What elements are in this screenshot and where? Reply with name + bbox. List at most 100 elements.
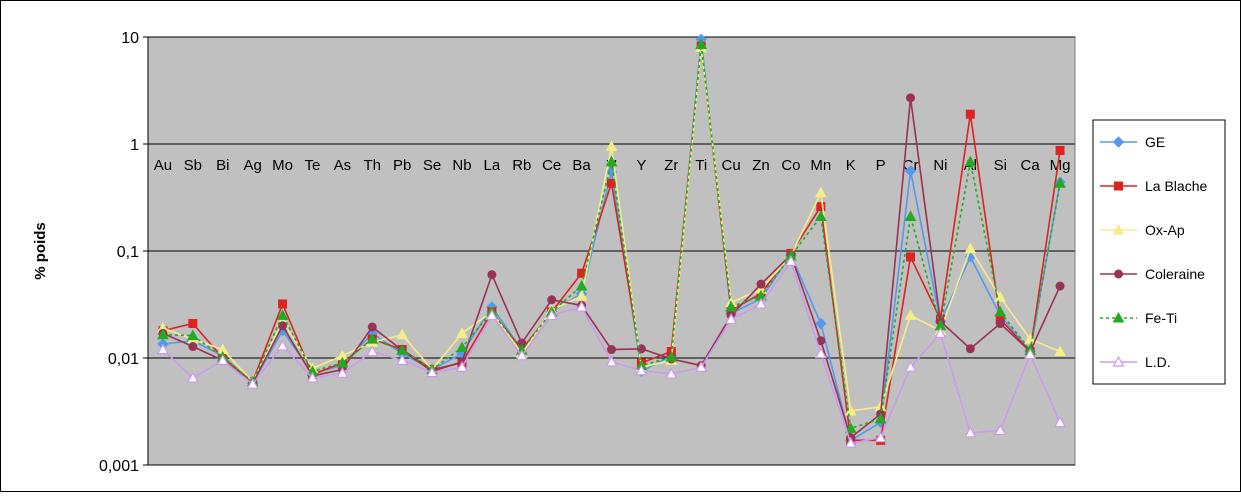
point-l-d-p <box>874 431 887 443</box>
point-coleraine-la <box>487 270 497 280</box>
ytick-label-2: 0,1 <box>117 244 139 261</box>
point-l-d-v <box>605 355 618 367</box>
category-label-rb: Rb <box>512 157 531 174</box>
point-l-d-mg <box>1054 416 1067 428</box>
point-coleraine-v <box>607 345 616 355</box>
point-coleraine-cr <box>906 93 916 103</box>
point-ox-ap-ba <box>575 289 588 301</box>
point-fe-ti-ti <box>695 38 708 50</box>
point-la-blache-al <box>965 109 975 119</box>
point-l-d-nb <box>455 360 469 372</box>
point-l-d-se <box>426 366 439 378</box>
point-ge-cr <box>904 165 917 177</box>
series-l-d <box>156 255 1067 448</box>
ytick-label-1: 1 <box>130 137 139 154</box>
category-label-zr: Zr <box>664 157 678 174</box>
point-ox-ap-al <box>964 242 977 254</box>
category-label-ce: Ce <box>542 157 561 174</box>
point-la-blache-cr <box>906 252 916 262</box>
category-label-ba: Ba <box>572 157 591 174</box>
point-l-d-sb <box>186 371 199 383</box>
point-l-d-ca <box>1024 348 1037 360</box>
point-la-blache-v <box>607 178 616 188</box>
category-label-mg: Mg <box>1050 157 1071 174</box>
legend-label-l-d: L.D. <box>1145 354 1171 370</box>
point-fe-ti-mn <box>814 210 827 222</box>
point-fe-ti-mg <box>1054 177 1066 188</box>
point-la-blache-mo <box>278 299 288 309</box>
point-l-d-ti <box>695 360 708 372</box>
category-label-mn: Mn <box>810 157 831 174</box>
point-coleraine-al <box>965 344 975 354</box>
category-label-pb: Pb <box>393 157 411 174</box>
legend-item-la-blache: La Blache <box>1100 178 1207 194</box>
point-l-d-bi <box>216 354 229 365</box>
category-label-mo: Mo <box>272 157 293 174</box>
category-label-k: K <box>846 157 856 174</box>
legend-box <box>1092 119 1226 385</box>
point-fe-ti-k <box>844 422 857 433</box>
point-coleraine-si <box>995 319 1005 329</box>
point-ox-ap-mn <box>814 186 827 198</box>
legend-marker-ge <box>1112 136 1125 148</box>
point-coleraine-ce <box>547 295 557 305</box>
point-l-d-ce <box>545 309 558 321</box>
point-fe-ti-zr <box>665 351 678 362</box>
category-label-y: Y <box>636 157 646 174</box>
point-fe-ti-si <box>994 305 1007 317</box>
y-axis-ticks: 10 1 0,1 0,01 0,001 <box>99 30 149 475</box>
point-ox-ap-nb <box>456 327 468 338</box>
category-label-ca: Ca <box>1021 157 1041 174</box>
category-label-ag: Ag <box>243 157 261 174</box>
category-label-th: Th <box>364 157 382 174</box>
category-label-au: Au <box>154 157 172 174</box>
category-label-sb: Sb <box>184 157 202 174</box>
legend-label-la-blache: La Blache <box>1145 178 1207 194</box>
category-label-te: Te <box>305 157 321 174</box>
point-l-d-k <box>844 436 857 448</box>
point-l-d-cu <box>725 313 738 324</box>
legend-item-l-d: L.D. <box>1100 354 1171 370</box>
category-label-as: As <box>334 157 352 174</box>
point-l-d-mo <box>276 339 289 351</box>
point-l-d-ni <box>934 327 947 338</box>
legend: GE La Blache Ox-Ap Coleraine Fe-Ti L.D. <box>1092 119 1226 385</box>
point-l-d-al <box>964 426 977 438</box>
point-coleraine-mo <box>278 321 288 331</box>
ytick-label-4: 0,001 <box>99 458 139 475</box>
category-label-se: Se <box>423 157 441 174</box>
point-fe-ti-al <box>964 155 977 167</box>
point-l-d-ag <box>246 377 259 389</box>
point-l-d-te <box>306 371 319 383</box>
legend-marker-coleraine <box>1114 269 1123 279</box>
point-fe-ti-mo <box>276 309 289 320</box>
legend-item-ge: GE <box>1100 134 1165 150</box>
point-l-d-ba <box>575 300 588 312</box>
point-l-d-zr <box>665 367 678 379</box>
point-fe-ti-as <box>336 356 349 368</box>
x-axis-category-labels: AuSbBiAgMoTeAsThPbSeNbLaRbCeBaVYZrTiCuZn… <box>154 157 1071 174</box>
point-fe-ti-cr <box>904 210 917 222</box>
category-label-nb: Nb <box>452 157 471 174</box>
point-coleraine-sb <box>188 342 198 352</box>
point-l-d-th <box>366 345 379 357</box>
point-coleraine-th <box>367 322 377 332</box>
category-label-zn: Zn <box>752 157 770 174</box>
legend-marker-la-blache <box>1114 181 1123 191</box>
category-label-ni: Ni <box>933 157 947 174</box>
legend-item-fe-ti: Fe-Ti <box>1100 310 1177 326</box>
point-fe-ti-th <box>366 333 379 344</box>
category-label-bi: Bi <box>216 157 229 174</box>
series-lines <box>156 33 1067 448</box>
point-fe-ti-ba <box>575 280 588 291</box>
point-l-d-y <box>635 364 648 376</box>
point-ox-ap-cr <box>904 309 917 320</box>
point-l-d-la <box>485 309 498 321</box>
legend-label-ox-ap: Ox-Ap <box>1145 222 1185 238</box>
point-l-d-cr <box>904 360 917 372</box>
point-l-d-au <box>156 343 169 355</box>
point-fe-ti-nb <box>456 341 468 353</box>
legend-item-coleraine: Coleraine <box>1100 266 1205 282</box>
legend-label-fe-ti: Fe-Ti <box>1145 310 1177 326</box>
ytick-label-3: 0,01 <box>108 351 139 368</box>
